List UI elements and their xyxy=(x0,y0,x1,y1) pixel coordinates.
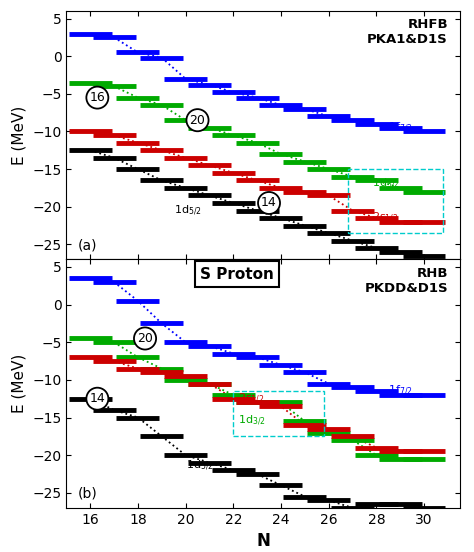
Text: 1f$_{7/2}$: 1f$_{7/2}$ xyxy=(388,121,413,135)
Text: 16: 16 xyxy=(90,91,105,104)
Text: 2s$_{1/2}$: 2s$_{1/2}$ xyxy=(372,211,398,225)
Text: 1d$_{3/2}$: 1d$_{3/2}$ xyxy=(238,414,266,428)
Text: (a): (a) xyxy=(78,238,98,252)
Y-axis label: E (MeV): E (MeV) xyxy=(12,105,27,165)
X-axis label: N: N xyxy=(256,532,270,550)
Text: (b): (b) xyxy=(78,487,98,501)
Text: 14: 14 xyxy=(261,197,277,210)
Text: 1d$_{3/2}$: 1d$_{3/2}$ xyxy=(372,177,399,191)
Text: RHFB
PKA1&D1S: RHFB PKA1&D1S xyxy=(367,18,448,46)
Text: 14: 14 xyxy=(90,392,105,405)
Y-axis label: E (MeV): E (MeV) xyxy=(12,354,27,413)
Text: RHB
PKDD&D1S: RHB PKDD&D1S xyxy=(365,267,448,295)
Text: 1d$_{5/2}$: 1d$_{5/2}$ xyxy=(186,459,213,474)
Text: 1d$_{5/2}$: 1d$_{5/2}$ xyxy=(173,204,201,217)
Text: 2s$_{1/2}$: 2s$_{1/2}$ xyxy=(238,392,264,406)
Text: 1f$_{7/2}$: 1f$_{7/2}$ xyxy=(388,384,413,398)
Text: 20: 20 xyxy=(137,332,153,345)
Text: S Proton: S Proton xyxy=(200,267,274,282)
Text: 20: 20 xyxy=(190,114,205,127)
